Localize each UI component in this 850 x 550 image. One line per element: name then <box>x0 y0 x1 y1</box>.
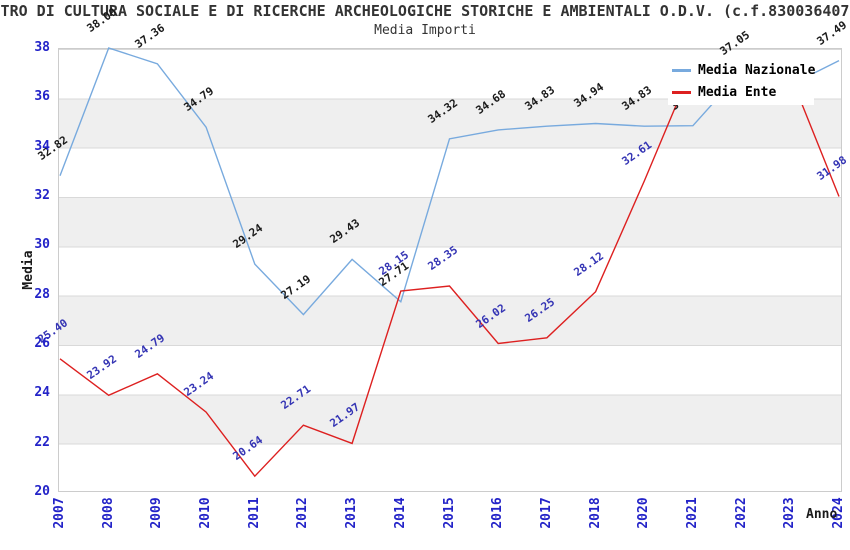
series-line-media-ente <box>59 64 840 478</box>
x-tick-label: 2021 <box>684 497 700 529</box>
x-axis-title: Anno <box>806 507 838 522</box>
y-tick-label: 26 <box>34 336 50 351</box>
legend-label: Media Ente <box>698 84 777 100</box>
y-tick-label: 34 <box>34 138 50 154</box>
plot-area <box>58 48 842 492</box>
x-tick-label: 2014 <box>392 497 408 529</box>
x-tick-label: 2015 <box>441 497 457 529</box>
legend: Media Nazionale Media Ente <box>668 58 815 105</box>
x-tick-label: 2023 <box>782 497 798 529</box>
x-tick-label: 2016 <box>490 497 506 529</box>
x-tick-label: 2007 <box>52 497 67 529</box>
legend-item-media-ente: Media Ente <box>672 85 810 100</box>
x-tick-label: 2018 <box>587 497 603 529</box>
x-tick-label: 2011 <box>246 497 262 529</box>
x-tick-label: 2022 <box>733 497 749 529</box>
y-tick-label: 36 <box>34 89 50 105</box>
y-tick-label: 22 <box>34 434 50 450</box>
x-tick-label: 2012 <box>295 497 311 529</box>
x-tick-label: 2020 <box>636 497 652 529</box>
y-tick-label: 28 <box>34 286 50 302</box>
series-line-media-nazionale <box>59 47 840 316</box>
legend-item-media-nazionale: Media Nazionale <box>672 63 815 78</box>
x-tick-label: 2009 <box>149 497 165 529</box>
y-tick-label: 38 <box>34 40 50 55</box>
legend-line-swatch-blue <box>672 69 691 73</box>
y-tick-label: 20 <box>34 484 50 499</box>
chart-subtitle: Media Importi <box>374 23 476 38</box>
x-tick-label: 2013 <box>344 497 360 529</box>
y-tick-label: 32 <box>34 188 50 203</box>
x-tick-label: 2008 <box>100 497 116 529</box>
y-tick-label: 30 <box>34 237 50 253</box>
y-tick-label: 24 <box>34 385 50 401</box>
x-tick-label: 2010 <box>198 497 214 529</box>
legend-line-swatch-red <box>672 90 691 94</box>
page-title: NTRO DI CULTURA SOCIALE E DI RICERCHE AR… <box>0 2 850 20</box>
legend-label: Media Nazionale <box>698 63 816 79</box>
x-tick-label: 2017 <box>538 497 554 529</box>
y-axis-title: Media <box>21 250 36 290</box>
